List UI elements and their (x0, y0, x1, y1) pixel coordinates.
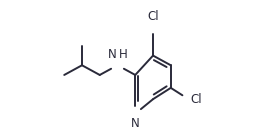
Text: H: H (119, 48, 127, 61)
Text: N: N (108, 48, 116, 61)
Text: Cl: Cl (147, 10, 159, 23)
Text: N: N (131, 117, 140, 130)
Text: Cl: Cl (190, 93, 202, 106)
